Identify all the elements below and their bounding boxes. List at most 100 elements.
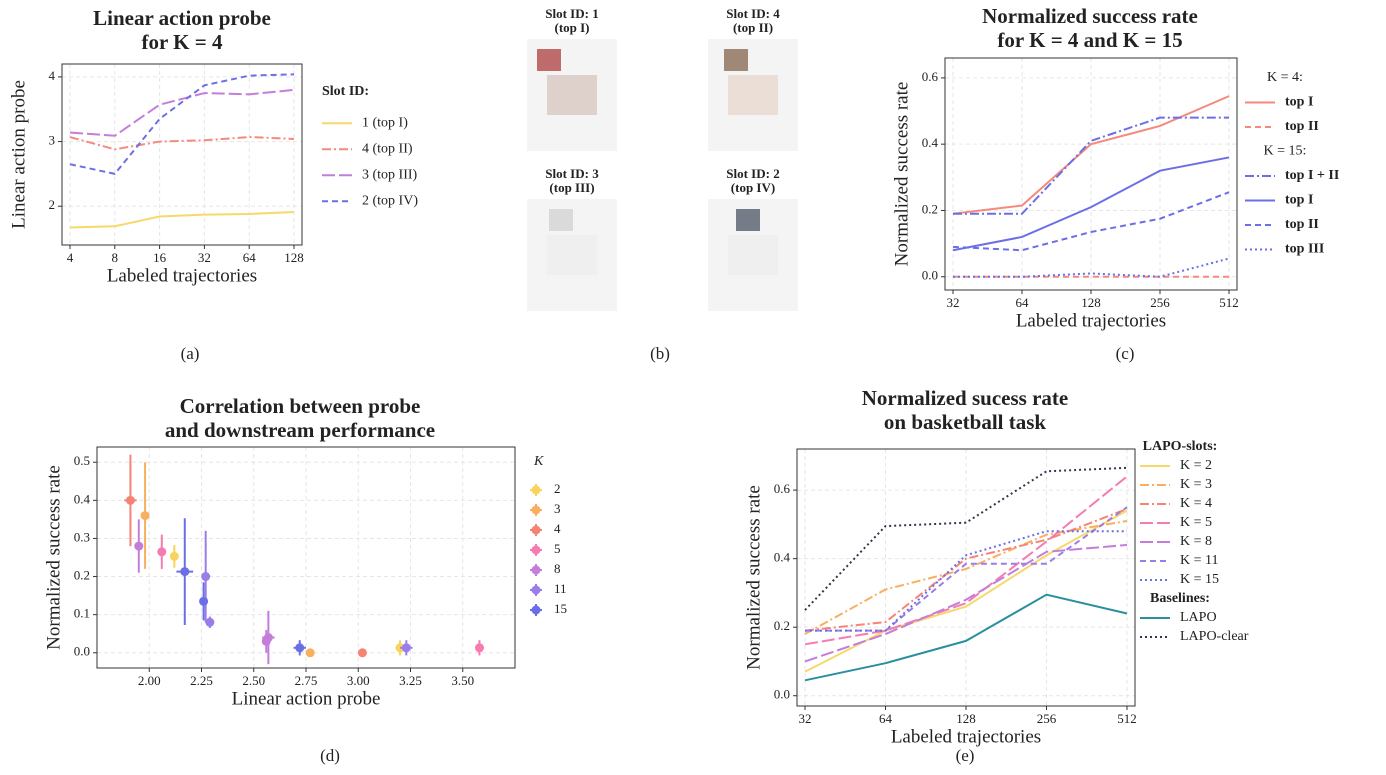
point xyxy=(157,547,166,556)
slot-image-detail xyxy=(724,49,748,71)
y-axis-label: Normalized success rate xyxy=(743,485,764,670)
slot-image-detail xyxy=(736,209,760,231)
legend-label: K = 4 xyxy=(1180,496,1212,511)
x-tick-label: 32 xyxy=(947,295,960,310)
point xyxy=(180,567,189,576)
series-line xyxy=(805,531,1127,630)
legend-swatch xyxy=(532,486,541,495)
y-tick-label: 0.0 xyxy=(74,644,90,659)
point xyxy=(475,643,484,652)
legend-label: top I + II xyxy=(1285,168,1339,183)
legend-swatch xyxy=(532,586,541,595)
slot-image-detail xyxy=(728,75,778,115)
y-tick-label: 0.4 xyxy=(922,135,939,150)
x-tick-label: 256 xyxy=(1037,711,1057,726)
legend-label: 4 xyxy=(554,521,561,536)
x-axis-label: Labeled trajectories xyxy=(891,726,1041,747)
x-tick-label: 3.00 xyxy=(347,673,370,688)
y-tick-label: 2 xyxy=(49,197,56,212)
plot-frame xyxy=(97,447,515,668)
tile-label: Slot ID: 4 xyxy=(726,6,780,21)
tile-sublabel: (top I) xyxy=(554,20,589,35)
caption: (b) xyxy=(650,344,670,363)
legend-title: Slot ID: xyxy=(322,84,369,99)
legend-group-title: Baselines: xyxy=(1150,591,1210,606)
x-tick-label: 8 xyxy=(112,250,119,265)
tile-sublabel: (top IV) xyxy=(731,180,775,195)
legend-label: 1 (top I) xyxy=(362,115,408,130)
legend-label: K = 15 xyxy=(1180,572,1219,587)
legend-label: K = 8 xyxy=(1180,534,1212,549)
x-tick-label: 32 xyxy=(198,250,211,265)
caption: (d) xyxy=(320,746,340,765)
x-tick-label: 16 xyxy=(153,250,167,265)
caption: (a) xyxy=(181,344,200,363)
legend-label: top III xyxy=(1285,242,1324,257)
legend-group-title: K = 4: xyxy=(1267,70,1303,85)
legend-label: 5 xyxy=(554,541,561,556)
legend-label: 3 xyxy=(554,501,561,516)
point xyxy=(199,597,208,606)
legend-label: top II xyxy=(1285,217,1319,232)
x-tick-label: 64 xyxy=(243,250,257,265)
legend-label: 2 xyxy=(554,481,561,496)
legend-swatch xyxy=(532,506,541,515)
legend-label: LAPO-clear xyxy=(1180,629,1249,644)
chart-title: for K = 4 xyxy=(142,30,223,54)
point xyxy=(295,643,304,652)
tile-label: Slot ID: 3 xyxy=(545,166,599,181)
y-tick-label: 3 xyxy=(49,133,56,148)
x-tick-label: 4 xyxy=(67,250,74,265)
x-tick-label: 2.25 xyxy=(190,673,213,688)
y-tick-label: 0.2 xyxy=(74,568,90,583)
legend-group-title: LAPO-slots: xyxy=(1143,439,1218,454)
legend-label: LAPO xyxy=(1180,610,1217,625)
series-line xyxy=(953,96,1229,214)
tile-label: Slot ID: 1 xyxy=(545,6,598,21)
x-tick-label: 512 xyxy=(1219,295,1239,310)
slot-image-detail xyxy=(547,75,597,115)
x-axis-label: Labeled trajectories xyxy=(107,265,257,286)
legend-swatch xyxy=(532,526,541,535)
point xyxy=(141,511,150,520)
legend-label: top II xyxy=(1285,119,1319,134)
point xyxy=(126,496,135,505)
y-tick-label: 4 xyxy=(49,68,56,83)
x-axis-label: Labeled trajectories xyxy=(1016,310,1166,331)
legend-label: 8 xyxy=(554,561,561,576)
y-axis-label: Normalized success rate xyxy=(891,82,912,267)
point xyxy=(306,648,315,657)
legend-label: K = 11 xyxy=(1180,553,1219,568)
series-line xyxy=(70,212,294,228)
legend-label: K = 3 xyxy=(1180,477,1212,492)
point xyxy=(170,552,179,561)
point xyxy=(134,542,143,551)
legend-label: K = 2 xyxy=(1180,458,1212,473)
x-tick-label: 128 xyxy=(956,711,976,726)
slot-image-detail xyxy=(549,209,573,231)
x-tick-label: 128 xyxy=(1081,295,1101,310)
plot-frame xyxy=(62,64,302,245)
point xyxy=(201,572,210,581)
caption: (e) xyxy=(956,746,975,765)
legend-title: K xyxy=(533,454,544,469)
panel: Linear action probefor K = 4Labeled traj… xyxy=(8,6,418,363)
y-tick-label: 0.2 xyxy=(922,201,938,216)
legend-label: top I xyxy=(1285,193,1313,208)
legend-swatch xyxy=(532,606,541,615)
y-tick-label: 0.4 xyxy=(774,550,791,565)
point xyxy=(262,637,271,646)
x-tick-label: 3.25 xyxy=(399,673,422,688)
legend-group-title: K = 15: xyxy=(1264,144,1307,159)
series-line xyxy=(70,90,294,136)
chart-title: on basketball task xyxy=(884,410,1047,434)
slot-image-detail xyxy=(537,49,561,71)
chart-title: for K = 4 and K = 15 xyxy=(997,28,1182,52)
x-tick-label: 64 xyxy=(1016,295,1030,310)
point xyxy=(402,643,411,652)
legend-label: 15 xyxy=(554,601,567,616)
x-tick-label: 2.75 xyxy=(295,673,318,688)
point xyxy=(358,648,367,657)
y-tick-label: 0.2 xyxy=(774,618,790,633)
